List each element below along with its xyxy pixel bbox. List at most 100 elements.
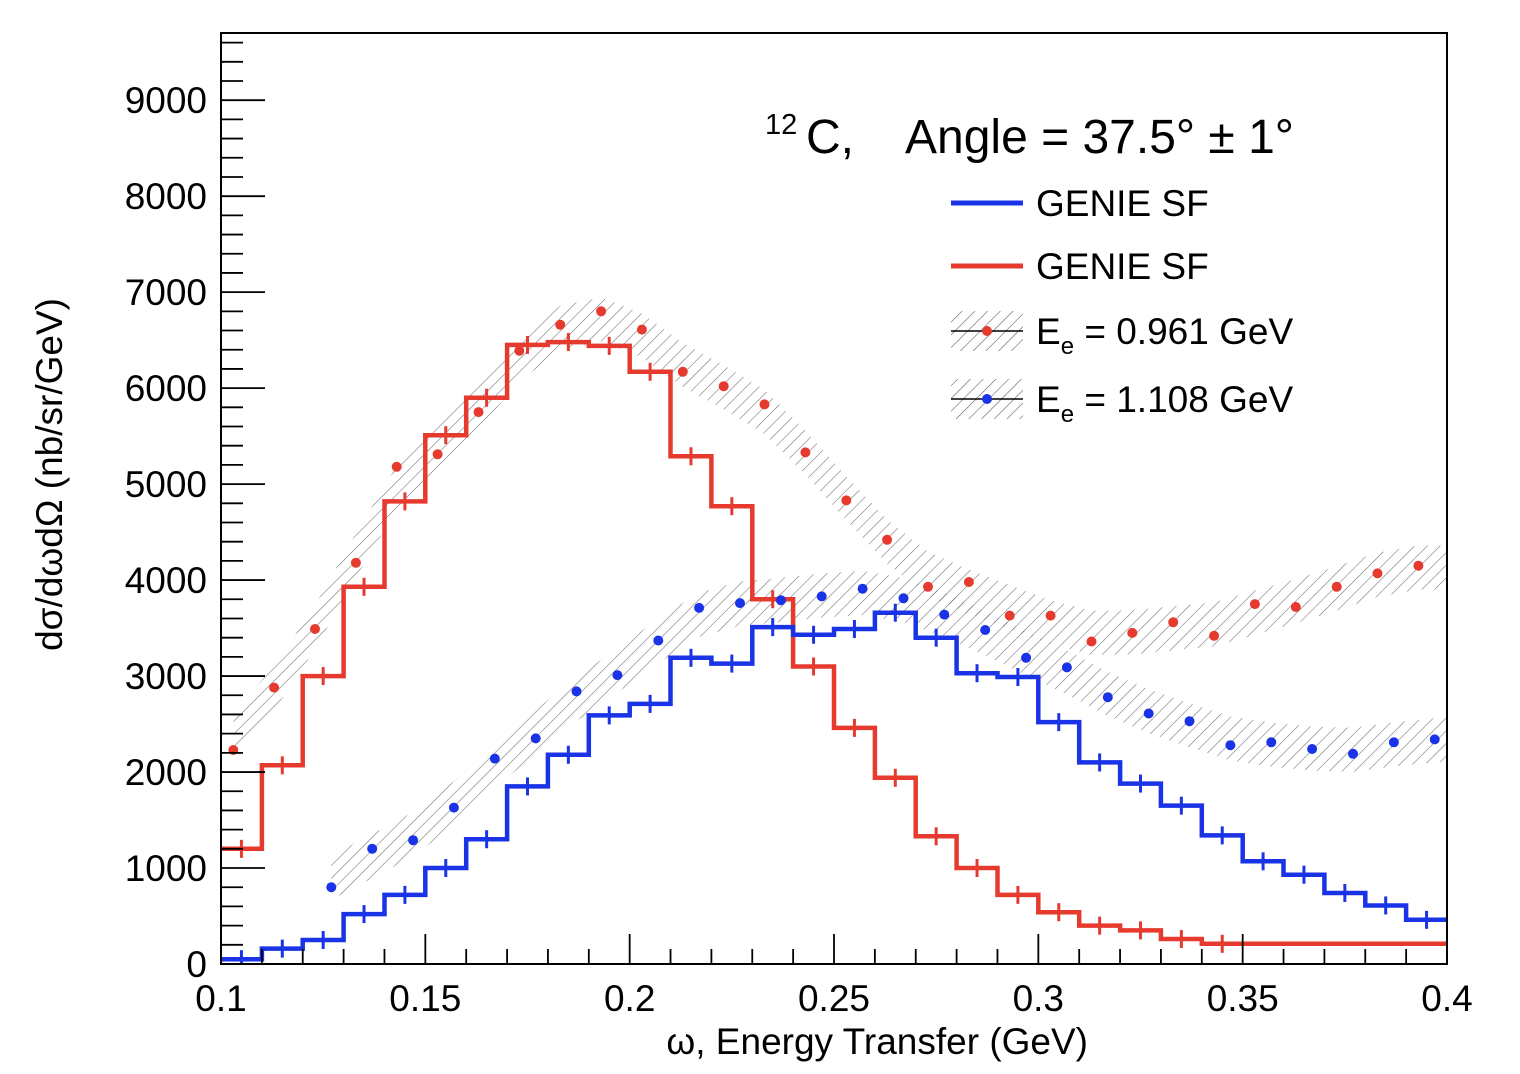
data-point-red <box>555 319 566 330</box>
data-point-red <box>514 345 525 356</box>
x-axis-label: ω, Energy Transfer (GeV) <box>666 1021 1088 1062</box>
data-point-red <box>1086 636 1097 647</box>
data-point-red <box>1331 581 1342 592</box>
legend-entry-2: GENIE SF <box>951 246 1209 287</box>
data-point-blue <box>571 686 582 697</box>
legend: GENIE SF GENIE SF Ee = 0.961 GeV Ee = 1.108… <box>951 183 1293 428</box>
y-tick-label: 9000 <box>125 80 207 121</box>
data-point-blue <box>612 670 623 681</box>
data-point-red <box>882 534 893 545</box>
legend-label: Ee = 0.961 GeV <box>1036 311 1293 360</box>
uncertainty-band-blue <box>331 571 1447 900</box>
axes <box>220 41 1448 965</box>
data-point-blue <box>367 843 378 854</box>
data-point-red <box>636 324 647 335</box>
data-point-blue <box>1348 748 1358 759</box>
data-point-red <box>1372 568 1383 579</box>
x-tick-label: 0.3 <box>1013 978 1064 1019</box>
x-tick-label: 0.1 <box>195 978 246 1019</box>
data-point-red <box>1045 610 1056 621</box>
data-point-red <box>1127 627 1138 638</box>
y-tick-label: 0 <box>186 944 207 985</box>
data-point-blue <box>816 591 827 602</box>
y-tick-label: 2000 <box>125 752 207 793</box>
data-point-blue <box>1307 744 1318 754</box>
y-tick-labels: 0 1000 2000 3000 4000 5000 6000 7000 8000 9000 <box>125 80 207 985</box>
y-tick-label: 1000 <box>125 848 207 889</box>
data-point-red <box>1413 560 1424 571</box>
legend-entry-3: Ee = 0.961 GeV <box>951 311 1293 360</box>
x-tick-label: 0.2 <box>604 978 655 1019</box>
x-tick-label: 0.25 <box>798 978 870 1019</box>
data-point-blue <box>980 625 991 635</box>
legend-label: GENIE SF <box>1036 183 1209 224</box>
x-tick-label: 0.15 <box>389 978 461 1019</box>
legend-label: Ee = 1.108 GeV <box>1036 379 1293 428</box>
data-point-red <box>1168 617 1179 628</box>
histograms <box>221 333 1447 964</box>
data-point-red <box>923 581 933 592</box>
data-point-blue <box>1021 652 1032 663</box>
title-superscript: 12 <box>765 109 797 141</box>
data-point-blue <box>857 583 868 594</box>
data-point-red <box>1209 630 1220 641</box>
data-point-red <box>677 366 688 377</box>
y-tick-label: 3000 <box>125 656 207 697</box>
data-point-red <box>391 461 402 472</box>
data-point-red <box>759 399 770 410</box>
x-tick-label: 0.4 <box>1421 978 1472 1019</box>
data-point-red <box>350 557 361 568</box>
data-point-blue <box>1061 662 1072 673</box>
data-point-blue <box>898 593 909 604</box>
title-angle: Angle = 37.5° ± 1° <box>905 111 1294 164</box>
data-point-red <box>269 682 280 693</box>
data-point-blue <box>1266 737 1277 748</box>
y-tick-label: 6000 <box>125 368 207 409</box>
uncertainty-band-red <box>233 297 1447 757</box>
histogram-red <box>221 339 1447 947</box>
data-point-blue <box>653 635 664 646</box>
data-point-blue <box>775 595 786 606</box>
data-point-red <box>596 306 607 317</box>
legend-entry-1: GENIE SF <box>951 183 1209 224</box>
histogram-blue <box>221 610 1447 962</box>
data-point-red <box>1290 602 1301 612</box>
data-point-blue <box>530 733 541 744</box>
y-tick-label: 8000 <box>125 176 207 217</box>
chart-title: 12 C, Angle = 37.5° ± 1° <box>765 109 1294 164</box>
y-axis-label: dσ/dωdΩ (nb/sr/GeV) <box>29 298 70 651</box>
legend-marker <box>982 326 992 336</box>
error-bands <box>233 297 1447 900</box>
data-point-blue <box>489 753 500 764</box>
x-tick-labels: 0.1 0.15 0.2 0.25 0.3 0.35 0.4 <box>195 978 1472 1019</box>
data-point-red <box>432 449 443 460</box>
title-nucleus: C, <box>806 111 854 164</box>
data-point-red <box>841 495 852 506</box>
data-point-blue <box>1184 716 1195 727</box>
data-point-blue <box>1225 740 1236 751</box>
data-point-blue <box>448 802 459 813</box>
data-point-red <box>1249 599 1260 610</box>
data-point-blue <box>1429 734 1440 745</box>
data-point-red <box>800 447 811 458</box>
data-point-blue <box>1102 692 1113 703</box>
data-point-blue <box>735 598 745 609</box>
data-point-red <box>718 381 729 392</box>
y-tick-label: 7000 <box>125 272 207 313</box>
data-point-blue <box>326 882 337 893</box>
data-points <box>228 306 1440 893</box>
data-point-blue <box>694 602 705 613</box>
data-point-red <box>473 407 484 418</box>
data-point-blue <box>1143 708 1154 719</box>
x-tick-label: 0.35 <box>1207 978 1279 1019</box>
data-point-red <box>1004 610 1015 621</box>
data-point-blue <box>1388 737 1399 748</box>
y-tick-label: 4000 <box>125 560 207 601</box>
y-tick-label: 5000 <box>125 464 207 505</box>
data-point-blue <box>408 835 419 846</box>
plot-frame <box>220 32 1448 965</box>
data-point-red <box>963 577 974 587</box>
data-point-blue <box>939 609 950 620</box>
